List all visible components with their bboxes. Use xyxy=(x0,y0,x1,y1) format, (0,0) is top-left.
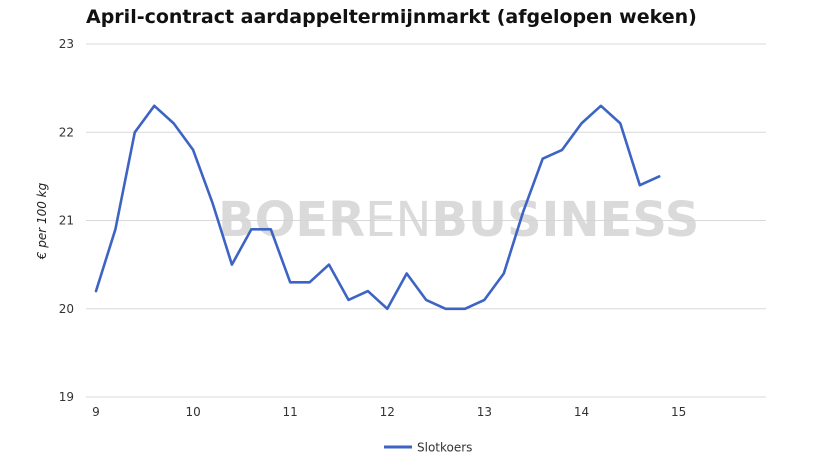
legend-label: Slotkoers xyxy=(417,441,472,455)
data-point xyxy=(385,306,390,311)
x-tick-label-14: 14 xyxy=(574,405,589,419)
data-point xyxy=(657,174,662,179)
data-point xyxy=(210,200,215,205)
data-point xyxy=(424,297,429,302)
y-tick-labels: 19 20 21 22 23 xyxy=(59,37,74,404)
data-point xyxy=(365,289,370,294)
data-point xyxy=(113,227,118,232)
watermark: BOERENBUSINESS xyxy=(218,192,699,248)
data-point xyxy=(501,271,506,276)
chart-title: April-contract aardappeltermijnmarkt (af… xyxy=(86,6,697,28)
data-point xyxy=(462,306,467,311)
data-point xyxy=(404,271,409,276)
watermark-logo: BOERENBUSINESS xyxy=(218,192,699,248)
data-point xyxy=(132,130,137,135)
data-point xyxy=(249,227,254,232)
y-tick-label-22: 22 xyxy=(59,125,74,139)
watermark-business: BUSINESS xyxy=(431,192,699,248)
data-point xyxy=(307,280,312,285)
data-point xyxy=(579,121,584,126)
data-point xyxy=(94,289,99,294)
x-tick-label-10: 10 xyxy=(185,405,200,419)
data-point xyxy=(171,121,176,126)
x-tick-label-12: 12 xyxy=(380,405,395,419)
data-point xyxy=(191,147,196,152)
data-point xyxy=(521,209,526,214)
x-tick-label-13: 13 xyxy=(477,405,492,419)
y-tick-label-21: 21 xyxy=(59,214,74,228)
y-tick-label-23: 23 xyxy=(59,37,74,51)
data-point xyxy=(346,297,351,302)
data-point xyxy=(560,147,565,152)
series-line-slotkoers xyxy=(94,104,661,311)
x-tick-label-11: 11 xyxy=(283,405,298,419)
data-point xyxy=(618,121,623,126)
data-point xyxy=(598,103,603,108)
watermark-en: EN xyxy=(365,192,431,248)
data-point xyxy=(229,262,234,267)
data-point xyxy=(540,156,545,161)
y-tick-label-19: 19 xyxy=(59,390,74,404)
x-tick-label-9: 9 xyxy=(92,405,100,419)
x-tick-labels: 9 10 11 12 13 14 15 xyxy=(92,405,686,419)
gridlines xyxy=(86,43,766,398)
data-point xyxy=(637,183,642,188)
data-point xyxy=(327,262,332,267)
series-layer xyxy=(94,103,662,311)
data-point xyxy=(152,103,157,108)
legend-item-slotkoers[interactable]: Slotkoers xyxy=(384,441,472,455)
data-point xyxy=(443,306,448,311)
x-tick-label-15: 15 xyxy=(671,405,686,419)
y-axis-title: € per 100 kg xyxy=(35,182,49,260)
legend[interactable]: Slotkoers xyxy=(384,441,472,455)
data-point xyxy=(288,280,293,285)
watermark-boer: BOER xyxy=(218,192,365,248)
data-point xyxy=(268,227,273,232)
y-tick-label-20: 20 xyxy=(59,302,74,316)
data-point xyxy=(482,297,487,302)
